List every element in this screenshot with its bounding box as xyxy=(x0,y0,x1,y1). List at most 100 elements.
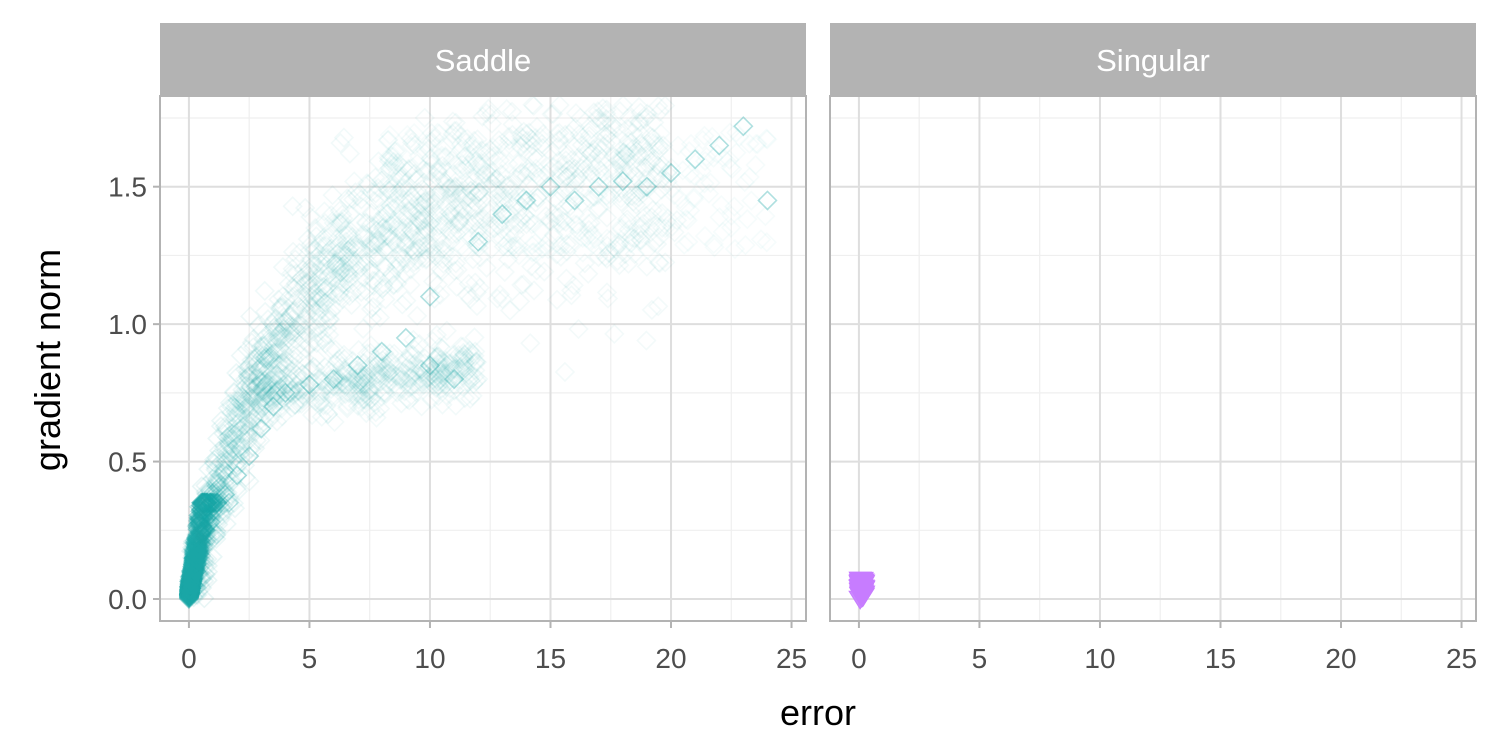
saddle-point xyxy=(189,520,210,541)
saddle-point xyxy=(372,350,393,371)
saddle-point xyxy=(224,397,245,418)
saddle-point xyxy=(342,226,363,247)
saddle-point xyxy=(683,186,705,208)
saddle-point xyxy=(460,167,481,188)
saddle-point xyxy=(209,468,230,489)
saddle-point xyxy=(376,214,397,235)
saddle-point xyxy=(640,126,661,147)
saddle-point xyxy=(347,355,368,376)
saddle-point xyxy=(610,188,631,209)
saddle-point xyxy=(541,104,562,125)
saddle-point xyxy=(554,154,575,175)
saddle-point xyxy=(581,142,602,163)
saddle-point xyxy=(442,111,464,132)
saddle-point xyxy=(218,439,239,460)
saddle-point xyxy=(631,135,653,156)
saddle-point xyxy=(190,495,212,516)
saddle-point xyxy=(280,315,301,336)
saddle-point xyxy=(618,137,639,158)
saddle-point xyxy=(298,270,319,292)
saddle-point xyxy=(303,331,325,352)
saddle-point xyxy=(204,527,225,548)
saddle-point xyxy=(328,272,350,293)
saddle-point xyxy=(382,367,403,388)
saddle-point xyxy=(442,246,463,267)
saddle-point xyxy=(586,179,607,201)
saddle-point xyxy=(263,342,285,363)
saddle-point xyxy=(205,472,227,494)
saddle-point xyxy=(432,155,453,176)
strip-label-saddle: Saddle xyxy=(435,43,532,78)
saddle-point xyxy=(429,364,450,385)
saddle-point xyxy=(504,215,525,237)
saddle-point xyxy=(468,237,489,258)
saddle-point xyxy=(627,158,648,179)
saddle-point xyxy=(375,289,396,310)
saddle-point xyxy=(190,510,211,531)
saddle-point xyxy=(440,184,461,205)
saddle-point xyxy=(267,342,288,364)
saddle-point xyxy=(411,359,433,380)
saddle-point xyxy=(516,123,537,144)
saddle-point xyxy=(239,395,260,417)
saddle-point xyxy=(466,236,487,257)
saddle-point xyxy=(436,196,458,218)
saddle-point xyxy=(628,223,650,245)
saddle-point xyxy=(208,476,230,497)
saddle-point xyxy=(408,209,429,231)
saddle-point xyxy=(586,108,607,129)
saddle-point xyxy=(424,362,446,384)
saddle-point xyxy=(661,157,682,178)
saddle-point xyxy=(334,225,355,246)
saddle-point xyxy=(388,377,409,398)
saddle-point xyxy=(280,383,302,404)
saddle-point xyxy=(594,112,615,133)
saddle-point xyxy=(208,477,229,499)
saddle-point xyxy=(457,154,479,175)
saddle-point xyxy=(680,133,702,155)
saddle-point xyxy=(271,352,293,373)
saddle-point xyxy=(449,349,470,370)
saddle-point xyxy=(369,360,390,382)
saddle-point xyxy=(310,382,331,403)
saddle-point xyxy=(601,114,622,135)
saddle-point xyxy=(466,370,487,391)
saddle-point xyxy=(304,238,325,259)
saddle-point xyxy=(633,179,654,200)
saddle-point xyxy=(401,376,422,397)
saddle-point xyxy=(299,333,320,355)
saddle-point xyxy=(338,371,359,393)
saddle-point xyxy=(283,385,305,406)
saddle-point xyxy=(330,245,352,266)
saddle-point xyxy=(413,172,435,193)
saddle-point xyxy=(518,161,540,182)
saddle-point xyxy=(384,189,406,210)
saddle-point xyxy=(251,320,272,342)
saddle-point xyxy=(316,278,337,299)
saddle-point xyxy=(193,523,214,544)
saddle-point xyxy=(448,212,469,233)
saddle-point xyxy=(375,357,396,378)
saddle-point xyxy=(206,469,227,490)
saddle-point xyxy=(453,357,474,378)
saddle-point xyxy=(201,497,222,519)
saddle-point xyxy=(414,204,435,226)
saddle-point xyxy=(404,134,426,156)
saddle-point xyxy=(513,133,534,154)
saddle-point xyxy=(332,374,353,395)
saddle-point xyxy=(191,520,212,542)
saddle-point xyxy=(429,375,450,396)
saddle-point xyxy=(400,259,422,280)
saddle-point xyxy=(293,274,314,296)
saddle-point xyxy=(217,482,238,503)
saddle-point xyxy=(313,276,334,297)
saddle-point xyxy=(227,480,249,502)
saddle-point xyxy=(620,232,642,254)
saddle-point xyxy=(282,196,303,217)
saddle-point xyxy=(232,437,253,458)
saddle-point xyxy=(399,191,421,213)
saddle-point xyxy=(465,351,486,372)
saddle-point xyxy=(189,522,210,543)
saddle-point xyxy=(317,310,339,332)
saddle-point xyxy=(287,380,308,402)
